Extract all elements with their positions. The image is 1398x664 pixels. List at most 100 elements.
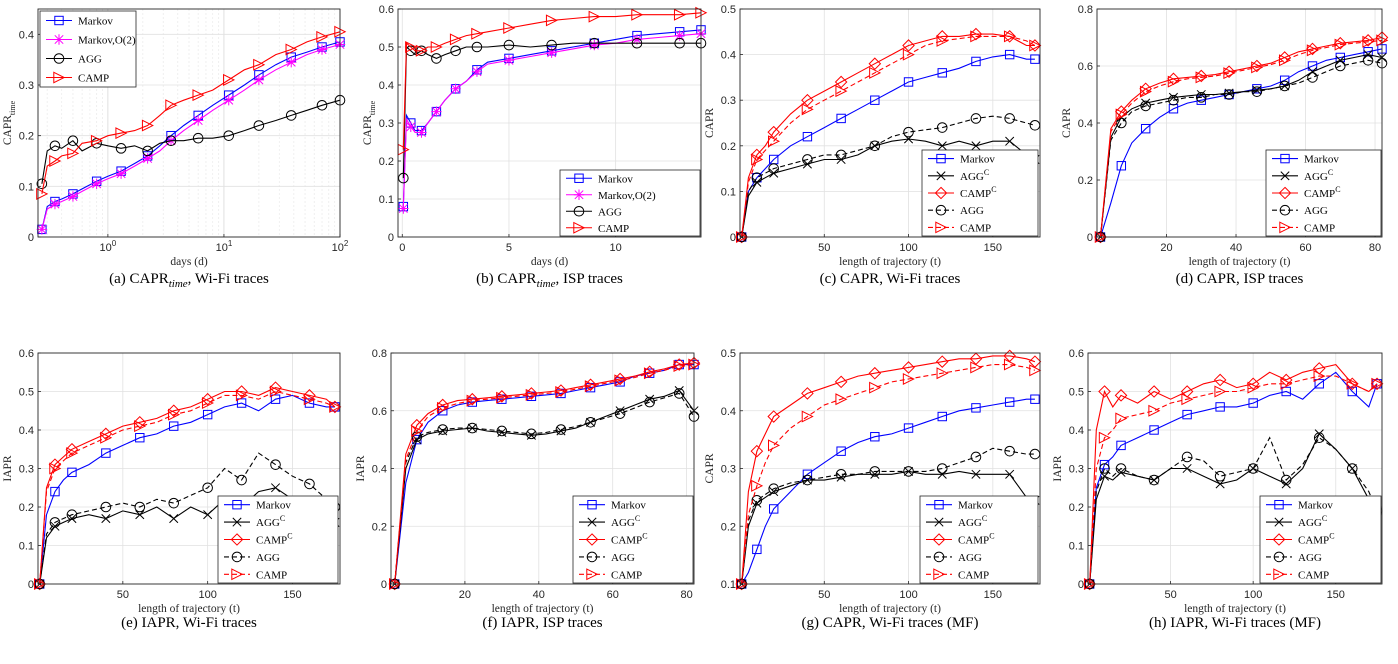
legend-label: CAMPC [1298, 532, 1335, 547]
caption-rest: , Wi-Fi traces [188, 271, 269, 287]
y-axis-label: CAPR [704, 108, 716, 138]
data-point [631, 8, 644, 21]
legend-label-superscript: C [1328, 168, 1333, 177]
legend-marker [574, 173, 584, 183]
legend-entry: CAMP [1266, 568, 1329, 581]
legend-entry: Markov [1272, 154, 1339, 166]
data-point [1116, 440, 1126, 451]
x-tick-label-base: 100 [198, 589, 216, 601]
y-tick-label: 0.3 [19, 464, 34, 476]
data-point [903, 466, 914, 477]
legend-label-text: AGG [1304, 205, 1328, 217]
x-tick-label-base: 150 [984, 242, 1002, 254]
x-tick-label-base: 60 [607, 589, 619, 601]
x-axis-label: length of trajectory (t) [1189, 256, 1291, 268]
data-point [835, 468, 847, 480]
data-point [1083, 577, 1096, 591]
panel-g: 50 100 150 0.1 0.2 0.3 0.4 0.5 length of traject… [704, 348, 1042, 631]
data-point [554, 384, 568, 397]
data-point [431, 106, 442, 117]
legend-entry: Markov [928, 154, 995, 166]
legend-label-superscript: C [1335, 185, 1340, 194]
legend-label: CAMP [611, 569, 642, 581]
caption-main: (f) IAPR, ISP traces [482, 615, 602, 631]
data-point [66, 447, 79, 460]
data-point [1094, 230, 1107, 244]
data-point [585, 417, 596, 427]
data-point [526, 428, 537, 440]
data-point [1182, 463, 1192, 474]
data-point [36, 224, 48, 235]
legend-entry: Markov,O(2) [566, 189, 656, 202]
y-tick-label: 0.6 [19, 348, 34, 360]
x-tick-label-base: 5 [506, 242, 512, 254]
legend-entry: CAMP [579, 568, 642, 581]
legend-entry: Markov [1266, 500, 1333, 512]
series-line [1089, 436, 1378, 585]
legend-label: AGG [960, 205, 984, 217]
data-point [1004, 49, 1015, 60]
data-point [768, 439, 781, 452]
data-point [66, 509, 78, 521]
x-tick-label: 150 [1327, 589, 1345, 601]
data-point [1251, 86, 1263, 97]
data-point [768, 135, 781, 148]
y-axis-label: CAPR [1061, 108, 1073, 138]
data-point [67, 191, 79, 202]
y-tick-label: 0.2 [19, 502, 34, 514]
data-point [236, 398, 247, 408]
y-axis-label-main: CAPR [704, 108, 716, 138]
legend-entry: AGG [926, 551, 982, 564]
data-point [834, 375, 848, 389]
legend-label: CAMP [958, 569, 989, 581]
series-agg [736, 445, 1041, 590]
data-point [1099, 471, 1110, 481]
data-point [836, 113, 846, 124]
data-point [411, 424, 424, 437]
data-point [1333, 36, 1347, 50]
legend-entry: CAMPC [579, 532, 648, 547]
data-point [971, 469, 981, 479]
legend-entry: CAMP [46, 71, 109, 85]
data-point [1247, 463, 1259, 474]
caption-main: (a) CAPR [109, 271, 169, 287]
data-point [631, 34, 643, 45]
data-point [935, 30, 949, 43]
data-point [869, 66, 882, 79]
data-point [134, 501, 146, 513]
y-tick-label: 0.3 [379, 118, 394, 130]
legend-marker [54, 15, 64, 26]
x-tick-label: 40 [1230, 242, 1242, 254]
data-point [169, 421, 179, 431]
data-point [937, 141, 947, 151]
legend-marker [587, 500, 597, 510]
data-point [135, 510, 145, 520]
data-point [937, 469, 947, 479]
legend-marker [1274, 500, 1284, 510]
legend-entry: AGGC [224, 514, 285, 529]
data-point [1346, 377, 1359, 390]
data-point [643, 365, 656, 379]
data-point [1030, 394, 1040, 404]
data-point [750, 148, 764, 162]
data-point [1003, 30, 1016, 43]
legend-label: CAMP [1298, 569, 1329, 581]
legend-label-text: Markov,O(2) [78, 35, 136, 47]
data-point [1140, 100, 1151, 112]
data-point [303, 389, 316, 402]
legend-label-superscript: C [280, 514, 285, 523]
y-tick-label: 0.6 [1069, 348, 1084, 360]
y-tick-label: 0.5 [379, 42, 394, 54]
legend-marker [936, 153, 946, 164]
data-point [1004, 397, 1015, 407]
legend-label-superscript: C [642, 532, 647, 541]
legend-entry: CAMP [224, 568, 287, 581]
legend-label-superscript: C [1329, 532, 1334, 541]
y-tick-label: 0.4 [379, 80, 394, 92]
series-line [41, 43, 341, 230]
data-point [49, 462, 62, 475]
y-tick-label: 0.2 [372, 521, 387, 533]
